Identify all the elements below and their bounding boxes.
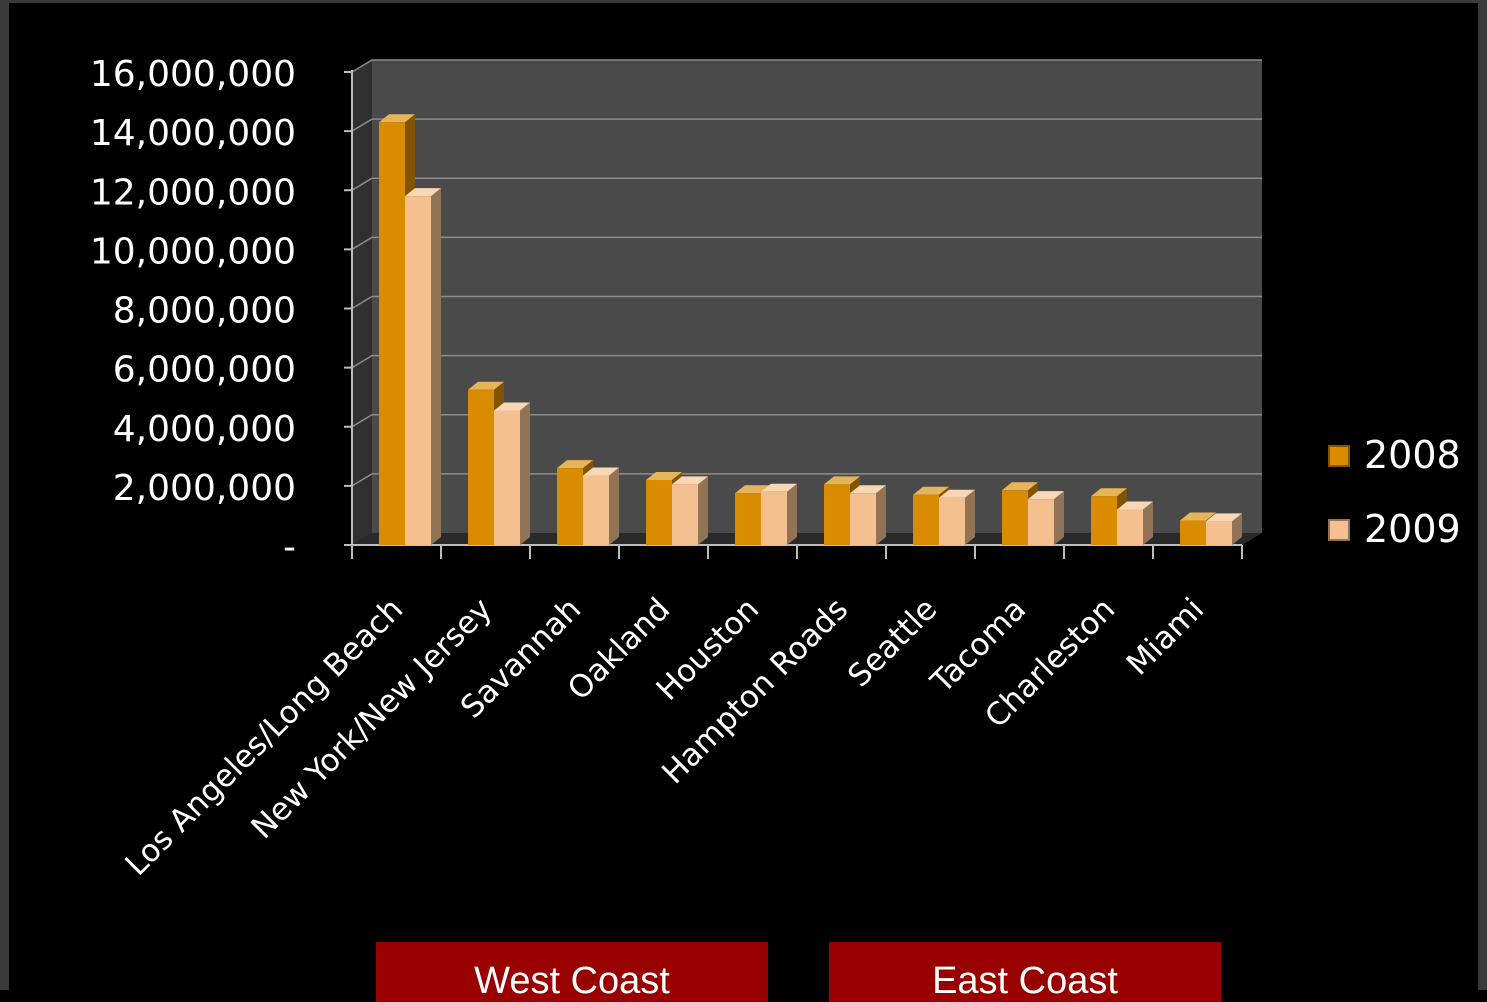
gridlines bbox=[351, 59, 1262, 487]
gridline bbox=[351, 236, 1262, 251]
bar-front bbox=[1002, 490, 1028, 545]
bar-top bbox=[1028, 491, 1064, 500]
y-tick-label: 4,000,000 bbox=[113, 409, 296, 450]
bar-front bbox=[494, 410, 520, 545]
bar-top bbox=[939, 489, 975, 498]
bar-top bbox=[761, 483, 797, 492]
bar-front bbox=[761, 491, 787, 545]
bar-side bbox=[698, 476, 708, 545]
gridline bbox=[351, 118, 1262, 132]
legend-label: 2008 bbox=[1364, 433, 1461, 477]
bar-top bbox=[1091, 488, 1127, 497]
bar-side bbox=[431, 188, 441, 545]
bar bbox=[939, 489, 975, 545]
bar-front bbox=[1091, 496, 1117, 545]
bar bbox=[850, 485, 886, 545]
category-label: Miami bbox=[1120, 591, 1211, 682]
bars bbox=[379, 114, 1242, 545]
bar-top bbox=[672, 476, 708, 485]
bar-front bbox=[824, 484, 850, 545]
bar-side bbox=[520, 402, 530, 545]
legend-swatch bbox=[1328, 445, 1350, 467]
bar-side bbox=[1054, 491, 1064, 545]
y-tick-label: 10,000,000 bbox=[90, 231, 296, 272]
bar-top bbox=[850, 485, 886, 494]
bar bbox=[405, 188, 441, 545]
bar-side bbox=[1232, 513, 1242, 545]
bar-top bbox=[1002, 482, 1038, 491]
legend-swatch bbox=[1328, 519, 1350, 541]
bar-front bbox=[583, 475, 609, 545]
bar-top bbox=[1180, 512, 1216, 521]
legend-label: 2009 bbox=[1364, 507, 1461, 551]
bar-front bbox=[1180, 520, 1206, 545]
east-coast-badge: East Coast bbox=[829, 942, 1221, 1002]
bar-front bbox=[1206, 521, 1232, 545]
bar-front bbox=[672, 484, 698, 545]
y-tick-label: 6,000,000 bbox=[113, 350, 296, 391]
y-tick-label: - bbox=[283, 527, 296, 568]
bar-top bbox=[468, 381, 504, 390]
bar-top bbox=[1206, 513, 1242, 522]
bar-front bbox=[1117, 509, 1143, 545]
legend: 2008 2009 bbox=[1328, 433, 1461, 551]
y-tick-label: 12,000,000 bbox=[90, 172, 296, 213]
bar-top bbox=[557, 460, 593, 469]
bar-top bbox=[646, 471, 682, 480]
bar-front bbox=[1028, 499, 1054, 545]
y-tick-labels: - 2,000,000 4,000,000 6,000,000 8,000,000 10,… bbox=[90, 54, 296, 568]
bar-top bbox=[1117, 501, 1153, 510]
bar-front bbox=[939, 497, 965, 545]
bar-top bbox=[824, 476, 860, 485]
bar-top bbox=[405, 188, 441, 197]
bar-front bbox=[913, 494, 939, 545]
gridline bbox=[351, 177, 1262, 191]
bar-top bbox=[494, 402, 530, 411]
gridline bbox=[351, 59, 1262, 73]
gridline bbox=[351, 295, 1262, 310]
y-tick-label: 2,000,000 bbox=[113, 468, 296, 509]
bar-front bbox=[379, 122, 405, 545]
bar-top bbox=[379, 114, 415, 123]
bar-side bbox=[965, 489, 975, 545]
bar-side bbox=[609, 467, 619, 545]
bar bbox=[1028, 491, 1064, 545]
bar bbox=[1206, 513, 1242, 545]
bar-front bbox=[557, 468, 583, 545]
gridline bbox=[351, 414, 1262, 428]
y-tick-label: 14,000,000 bbox=[90, 113, 296, 154]
bar-front bbox=[646, 479, 672, 545]
gridline bbox=[351, 354, 1262, 369]
y-tick-label: 8,000,000 bbox=[113, 291, 296, 332]
west-coast-badge: West Coast bbox=[376, 942, 768, 1002]
bar-top bbox=[583, 467, 619, 476]
bar-top bbox=[913, 486, 949, 495]
bar-front bbox=[850, 493, 876, 545]
gridline bbox=[351, 473, 1262, 487]
bar bbox=[1117, 501, 1153, 545]
bar bbox=[583, 467, 619, 545]
bar bbox=[494, 402, 530, 545]
bar bbox=[761, 483, 797, 545]
y-tick-label: 16,000,000 bbox=[90, 54, 296, 95]
bar-side bbox=[1143, 501, 1153, 545]
bar-front bbox=[735, 493, 761, 545]
bar-front bbox=[405, 196, 431, 545]
bar-front bbox=[468, 389, 494, 545]
bar-side bbox=[876, 485, 886, 545]
bar-side bbox=[787, 483, 797, 545]
bar bbox=[672, 476, 708, 545]
